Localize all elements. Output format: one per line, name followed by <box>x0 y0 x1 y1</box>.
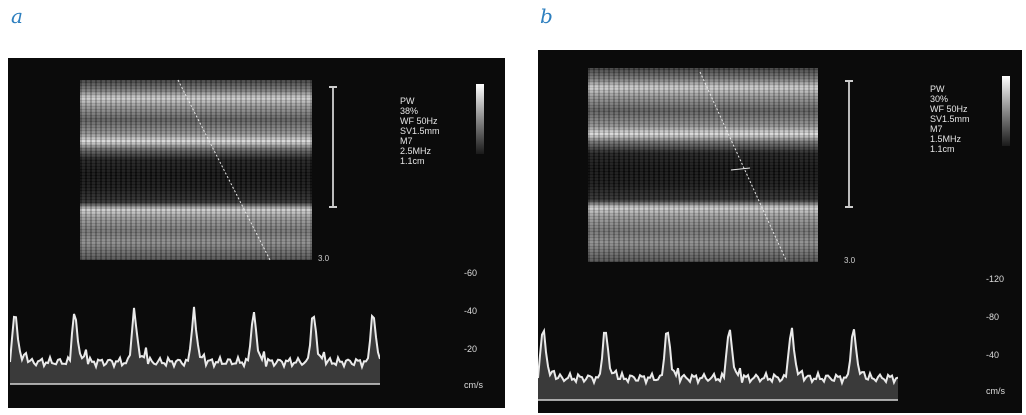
depth-marker: 3.0 <box>844 256 856 265</box>
depth-scale-bar <box>848 80 850 208</box>
velocity-tick-label: -80 <box>986 312 1000 322</box>
doppler-spectrum <box>538 327 898 401</box>
b-mode-image <box>80 80 312 260</box>
depth-scale-tick <box>845 206 853 208</box>
sample-line <box>699 71 787 261</box>
velocity-tick-label: -40 <box>986 350 1000 360</box>
velocity-tick-label: -60 <box>464 268 478 278</box>
grayscale-bar <box>476 84 484 154</box>
velocity-unit-label: cm/s <box>464 380 483 390</box>
doppler-fill <box>10 306 380 384</box>
depth-scale-tick <box>845 80 853 82</box>
sample-line <box>177 79 271 261</box>
acquisition-parameters: PW 38% WF 50Hz SV1.5mm M7 2.5MHz 1.1cm <box>400 96 440 166</box>
ultrasound-panel-b: PW 30% WF 50Hz SV1.5mm M7 1.5MHz 1.1cm 3… <box>538 50 1022 413</box>
b-mode-image <box>588 68 818 262</box>
depth-scale-tick <box>329 86 337 88</box>
depth-scale-bar <box>332 86 334 208</box>
panel-b-label: b <box>540 4 553 28</box>
panel-a-label: a <box>11 4 23 28</box>
velocity-tick-label: -40 <box>464 306 478 316</box>
ultrasound-panel-a: PW 38% WF 50Hz SV1.5mm M7 2.5MHz 1.1cm 3… <box>8 58 505 408</box>
acquisition-parameters: PW 30% WF 50Hz SV1.5mm M7 1.5MHz 1.1cm <box>930 84 970 154</box>
doppler-fill <box>538 327 898 400</box>
depth-marker: 3.0 <box>318 254 330 263</box>
velocity-tick-label: -20 <box>464 344 478 354</box>
doppler-waveform <box>538 327 898 387</box>
grayscale-bar <box>1002 76 1010 146</box>
velocity-unit-label: cm/s <box>986 386 1005 396</box>
velocity-tick-label: -120 <box>986 274 1005 284</box>
depth-scale-tick <box>329 206 337 208</box>
doppler-waveform <box>10 306 380 371</box>
doppler-spectrum <box>10 306 380 385</box>
